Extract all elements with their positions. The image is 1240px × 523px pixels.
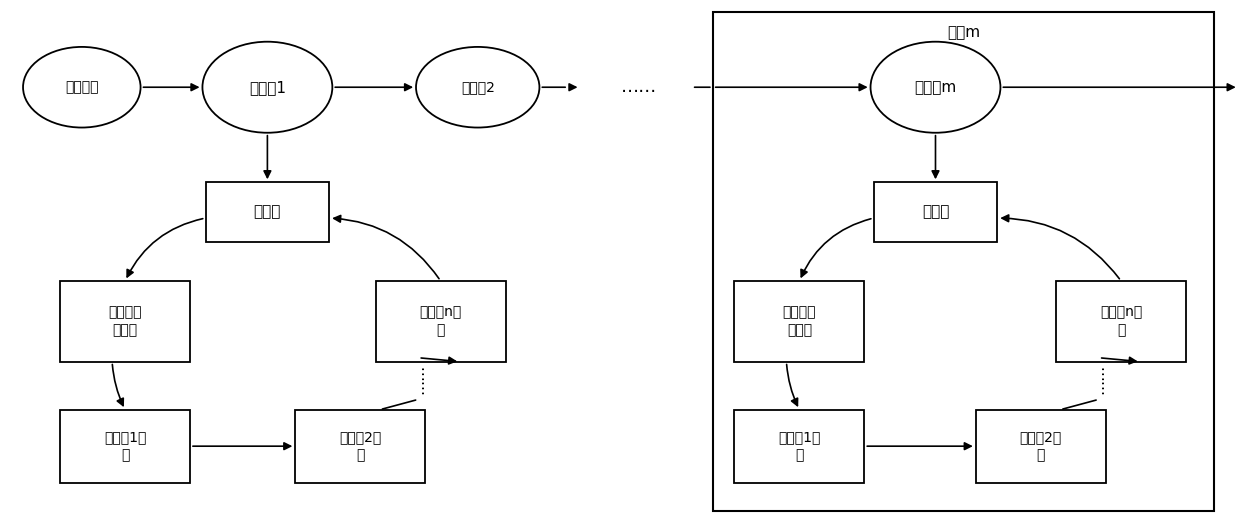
- Text: 云主机1日
志: 云主机1日 志: [779, 430, 821, 462]
- Ellipse shape: [415, 47, 539, 128]
- FancyBboxPatch shape: [874, 182, 997, 242]
- Text: 云主机1日
志: 云主机1日 志: [104, 430, 146, 462]
- Text: 云管理平
台日志: 云管理平 台日志: [782, 305, 816, 337]
- FancyBboxPatch shape: [206, 182, 330, 242]
- Text: ……: ……: [410, 363, 425, 394]
- Text: 区块头2: 区块头2: [461, 80, 495, 94]
- FancyBboxPatch shape: [376, 281, 506, 361]
- Text: 云主机n日
志: 云主机n日 志: [1100, 305, 1142, 337]
- Text: 云管理平
台日志: 云管理平 台日志: [108, 305, 141, 337]
- Text: 云主机n日
志: 云主机n日 志: [419, 305, 461, 337]
- Ellipse shape: [202, 42, 332, 133]
- FancyBboxPatch shape: [61, 410, 190, 483]
- Ellipse shape: [24, 47, 140, 128]
- FancyBboxPatch shape: [295, 410, 425, 483]
- Text: 云主机2日
志: 云主机2日 志: [339, 430, 382, 462]
- Text: 创世区块: 创世区块: [64, 80, 98, 94]
- Text: 头结点: 头结点: [921, 204, 949, 220]
- FancyBboxPatch shape: [1056, 281, 1185, 361]
- FancyBboxPatch shape: [61, 281, 190, 361]
- Text: 云主机2日
志: 云主机2日 志: [1019, 430, 1061, 462]
- Text: ……: ……: [1091, 363, 1106, 394]
- FancyBboxPatch shape: [976, 410, 1106, 483]
- Text: 区块m: 区块m: [947, 25, 980, 40]
- Text: 区块头m: 区块头m: [914, 79, 956, 95]
- Text: 头结点: 头结点: [254, 204, 281, 220]
- FancyBboxPatch shape: [713, 12, 1214, 511]
- FancyBboxPatch shape: [734, 281, 864, 361]
- Text: 区块头1: 区块头1: [249, 79, 286, 95]
- Text: ……: ……: [620, 78, 657, 96]
- Ellipse shape: [870, 42, 1001, 133]
- FancyBboxPatch shape: [734, 410, 864, 483]
